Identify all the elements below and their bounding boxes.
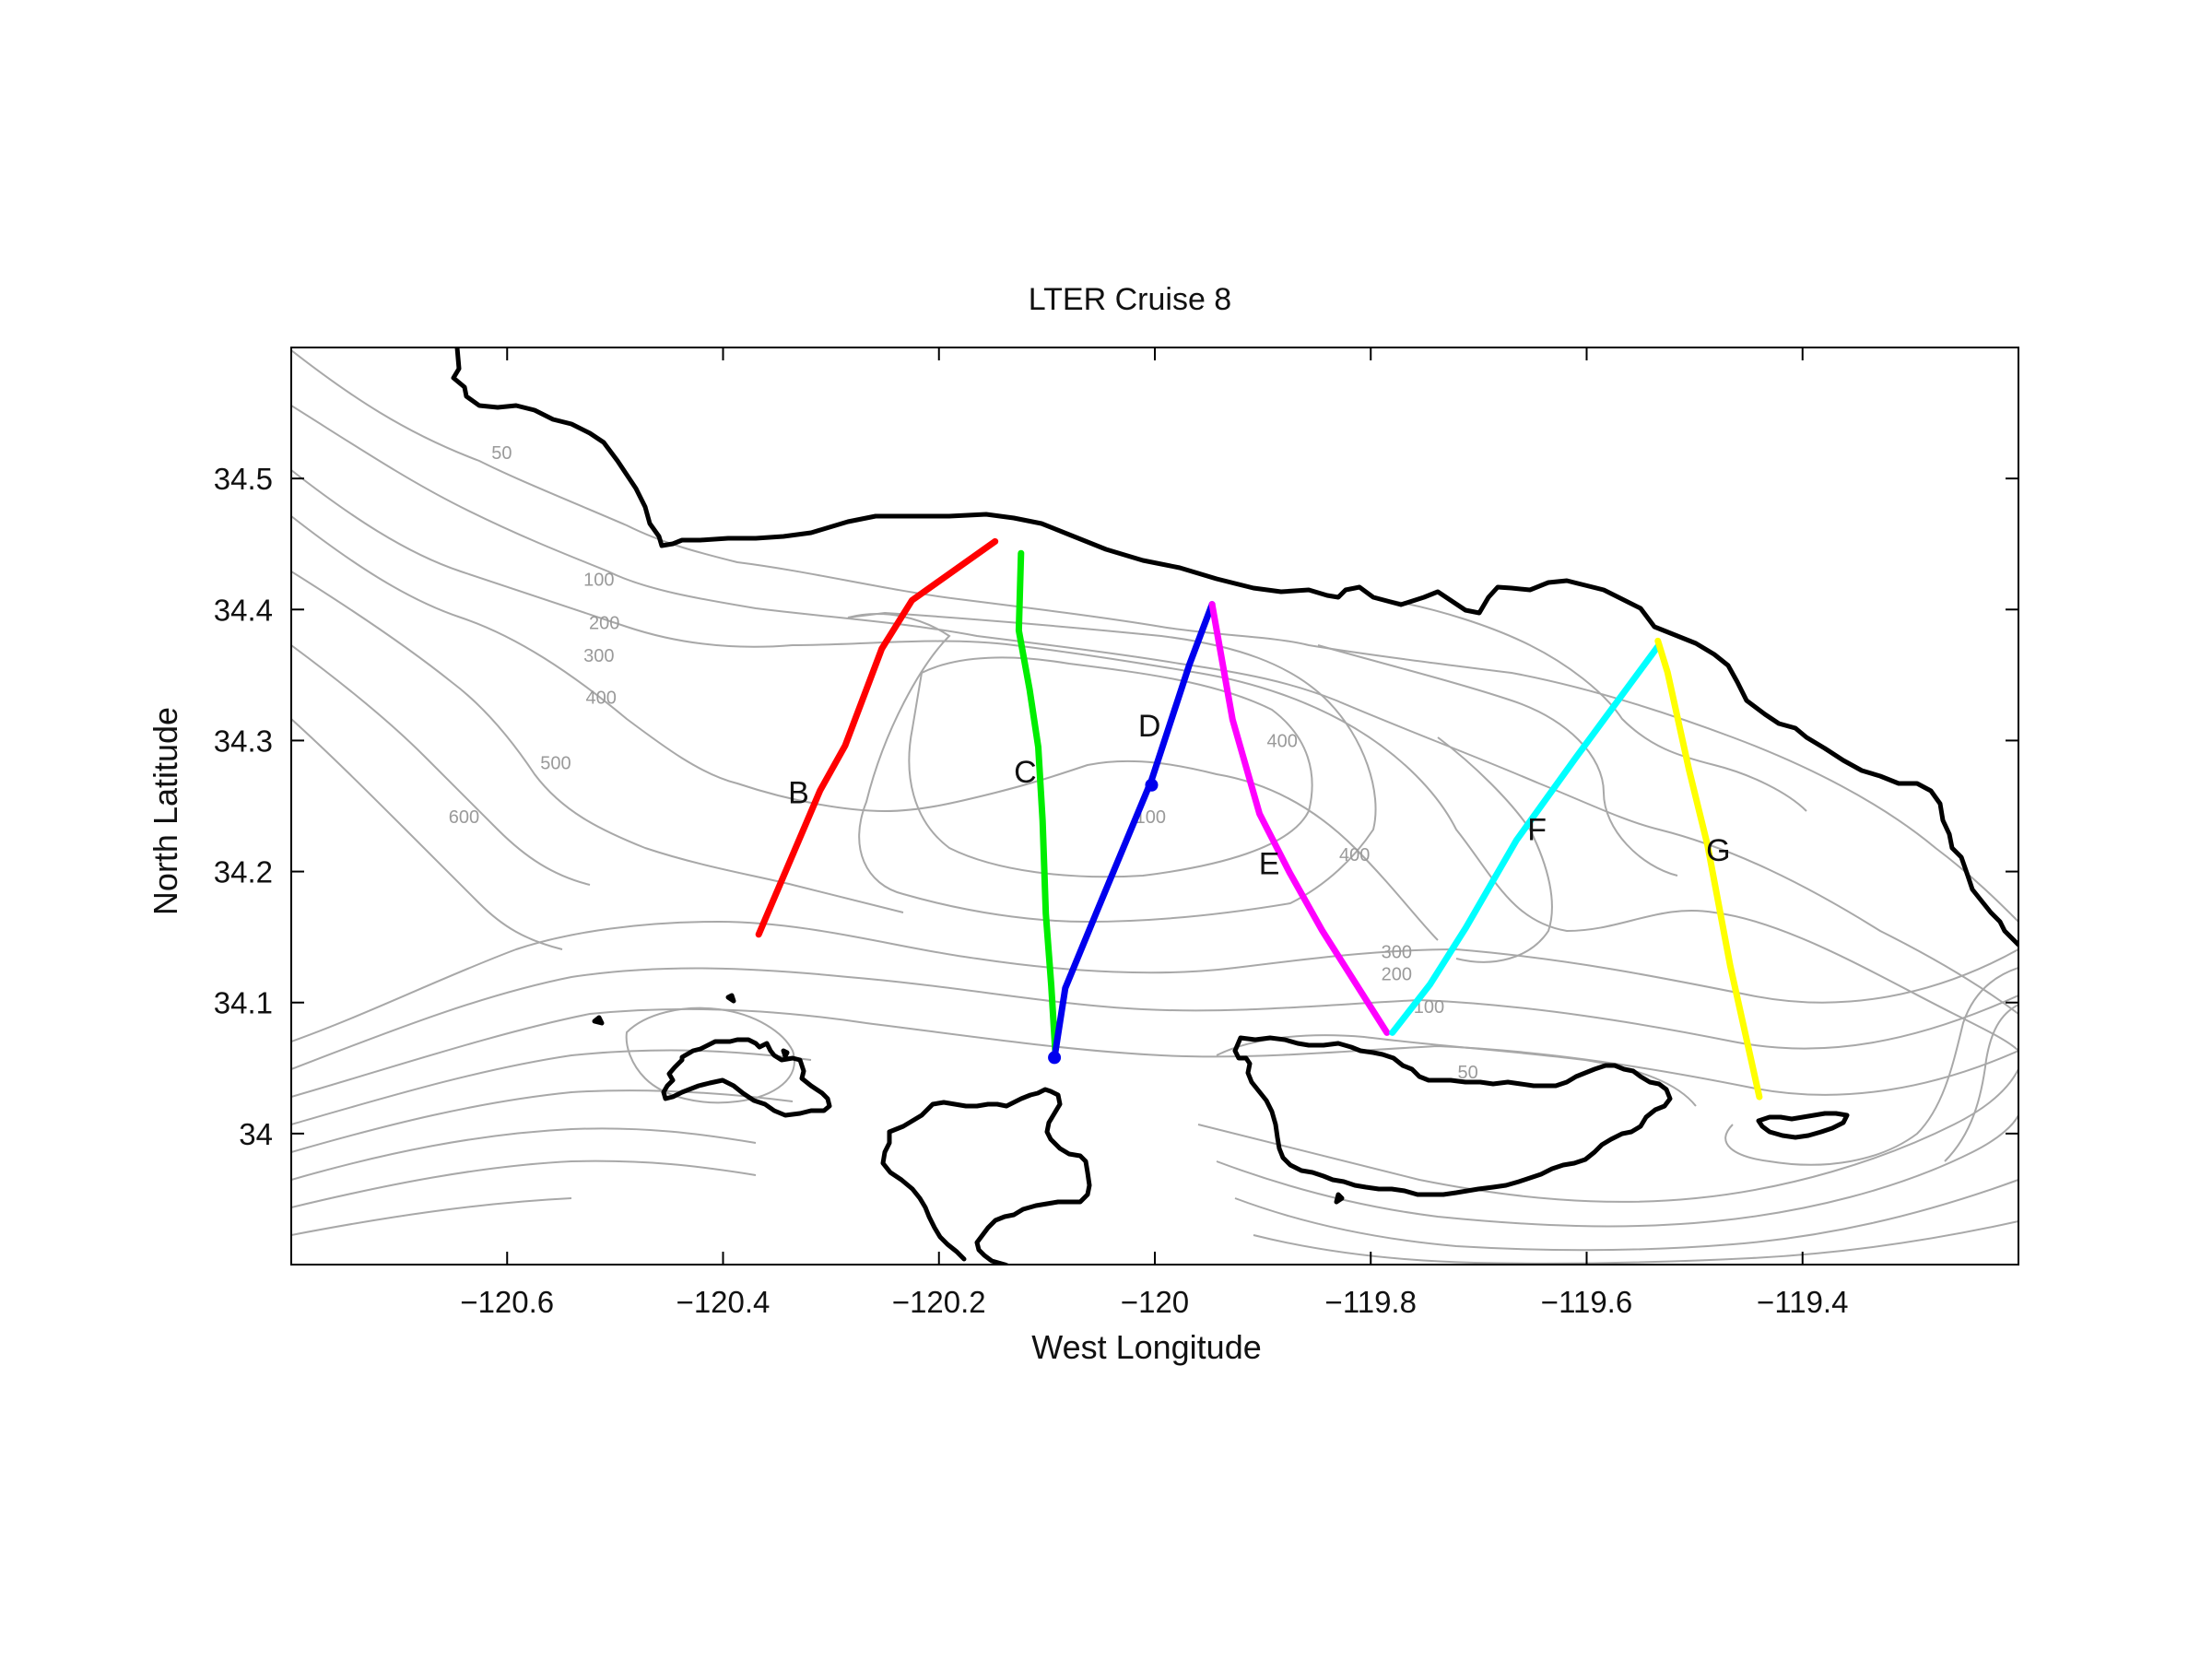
x-tick-label: −119.8 <box>1325 1285 1417 1319</box>
track-line-g <box>1654 637 1763 1101</box>
contour-depth-label: 100 <box>1135 807 1166 828</box>
track-marker-d <box>1048 1051 1062 1065</box>
track-line-c <box>1015 549 1059 1059</box>
contour-depth-label: 400 <box>1267 732 1298 752</box>
plot-frame <box>290 347 2019 1266</box>
track-marker-d <box>1145 778 1159 792</box>
contour-depth-label: 300 <box>583 646 614 666</box>
y-tick-label: 34.2 <box>214 855 273 889</box>
contour-depth-label: 400 <box>585 689 616 709</box>
track-line-e <box>1208 601 1391 1036</box>
track-line-b <box>755 537 999 938</box>
contour-depth-label: 50 <box>1458 1063 1478 1083</box>
contour-depth-label: 500 <box>540 754 571 774</box>
x-tick-label: −120 <box>1121 1285 1189 1319</box>
y-tick-label: 34.4 <box>214 593 273 627</box>
y-tick-label: 34.1 <box>214 986 273 1020</box>
track-label-f: F <box>1527 812 1547 847</box>
track-label-g: G <box>1706 833 1730 868</box>
x-tick-label: −119.6 <box>1541 1285 1632 1319</box>
contour-depth-label: 200 <box>589 614 619 634</box>
y-tick-label: 34 <box>239 1117 273 1151</box>
x-tick-label: −120.4 <box>677 1285 771 1319</box>
y-axis-label: North Latitude <box>147 707 184 915</box>
contour-depth-label: 200 <box>1382 965 1412 985</box>
contour-depth-label: 400 <box>1339 845 1370 865</box>
track-label-b: B <box>788 776 809 811</box>
contour-depth-label: 300 <box>1382 942 1412 962</box>
contour-depth-label: 100 <box>583 571 614 591</box>
map-title: LTER Cruise 8 <box>1029 282 1231 317</box>
track-line-d <box>1051 601 1216 1061</box>
y-axis-ticks: 34 34.1 34.2 34.3 34.4 34.5 <box>214 462 2018 1151</box>
cruise-tracks: B C D E F G <box>755 537 1763 1101</box>
x-tick-label: −120.2 <box>892 1285 986 1319</box>
track-line-f <box>1389 642 1663 1036</box>
track-label-c: C <box>1014 755 1037 790</box>
contour-depth-label: 50 <box>491 443 512 464</box>
contour-depth-label: 600 <box>449 807 479 828</box>
contour-depth-label: 100 <box>1414 997 1444 1018</box>
coastline <box>451 347 2018 1265</box>
y-tick-label: 34.5 <box>214 462 273 496</box>
y-tick-label: 34.3 <box>214 724 273 758</box>
track-label-d: D <box>1138 709 1161 744</box>
x-tick-label: −120.6 <box>460 1285 554 1319</box>
track-label-e: E <box>1259 846 1280 881</box>
x-axis-ticks: −120.6 −120.4 −120.2 −120 −119.8 −119.6 −119.4 <box>460 347 1848 1319</box>
x-axis-label: West Longitude <box>1031 1328 1262 1366</box>
x-tick-label: −119.4 <box>1757 1285 1848 1319</box>
